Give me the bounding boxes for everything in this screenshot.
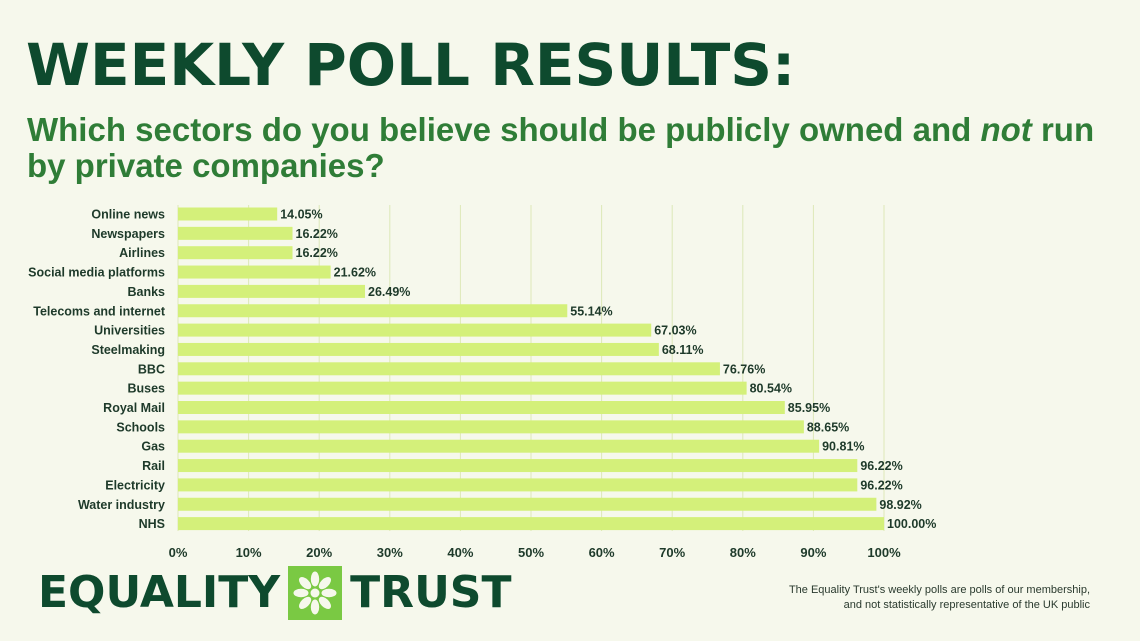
category-labels: Online news Newspapers Airlines Social medi… [28,208,166,532]
value-label: 85.95% [788,401,830,415]
x-tick-label: 0% [169,545,188,560]
bar [178,381,747,395]
category-label: Newspapers [91,227,165,241]
bar [178,497,877,511]
value-label: 16.22% [296,227,338,241]
category-label: Schools [116,420,165,434]
logo-petal [293,588,309,598]
value-labels: 14.05% 16.22% 16.22% 21.62% 26.49% 55.14% 67.0… [280,208,936,532]
equality-trust-logo: EQUALITY TRUST [38,565,512,621]
logo-petal [310,599,320,615]
x-tick-label: 60% [589,545,615,560]
category-label: Universities [94,324,165,338]
value-label: 16.22% [296,246,338,260]
bar [178,226,293,240]
x-tick-label: 70% [659,545,685,560]
category-label: Telecoms and internet [33,304,166,318]
category-label: Banks [127,285,165,299]
page-subtitle: Which sectors do you believe should be p… [27,112,1117,184]
category-label: Airlines [119,246,165,260]
bar [178,459,858,473]
page-title: WEEKLY POLL RESULTS: [26,31,796,99]
logo-petal [310,571,320,587]
bar [178,478,858,492]
asterisk-flower-icon [288,566,343,620]
category-label: Gas [141,440,165,454]
x-tick-label: 20% [306,545,332,560]
value-label: 98.92% [879,498,921,512]
category-label: Online news [91,208,165,222]
value-label: 26.49% [368,285,410,299]
x-axis-tick-labels: 0% 10% 20% 30% 40% 50% 60% 70% 80% 90% 100% [169,545,901,560]
x-tick-label: 90% [800,545,826,560]
category-label: Rail [142,459,165,473]
logo-petal [318,577,332,590]
category-label: Electricity [105,478,165,492]
value-label: 96.22% [860,478,902,492]
x-tick-label: 10% [236,545,262,560]
bar [178,342,659,356]
subtitle-emphasis: not [980,111,1032,148]
bar [178,517,884,531]
bar [178,265,331,279]
value-label: 100.00% [887,517,936,531]
bar [178,207,278,221]
x-tick-label: 30% [377,545,403,560]
value-label: 90.81% [822,440,864,454]
footnote-line-2: and not statistically representative of … [843,599,1090,611]
bar [178,323,652,337]
x-tick-label: 80% [730,545,756,560]
value-label: 21.62% [334,266,376,280]
bar [178,362,720,376]
value-label: 14.05% [280,208,322,222]
logo-word-trust: TRUST [350,567,512,618]
subtitle-text-before: Which sectors do you believe should be p… [27,111,981,148]
bar [178,439,820,453]
category-label: Buses [127,382,165,396]
category-label: Water industry [78,498,165,512]
subtitle-text-after: run by private companies? [27,111,1095,184]
footnote: The Equality Trust's weekly polls are po… [730,583,1090,613]
bar [178,304,568,318]
value-label: 76.76% [723,362,765,376]
category-label: Steelmaking [91,343,165,357]
value-label: 88.65% [807,420,849,434]
logo-petal [299,577,312,590]
footnote-line-1: The Equality Trust's weekly polls are po… [788,584,1090,596]
category-label: Royal Mail [103,401,165,415]
value-label: 55.14% [570,304,612,318]
value-label: 96.22% [860,459,902,473]
logo-word-equality: EQUALITY [38,567,281,618]
category-label: Social media platforms [28,266,165,280]
value-label: 68.11% [662,343,704,357]
value-label: 80.54% [750,382,792,396]
bar [178,401,785,414]
value-label: 67.03% [654,324,696,338]
bar [178,284,366,298]
logo-petal [299,596,312,609]
x-tick-label: 40% [447,545,473,560]
bar [178,420,804,434]
logo-petal [318,596,332,609]
category-label: NHS [139,517,165,531]
x-tick-label: 50% [518,545,544,560]
bars [178,207,884,531]
logo-petal [321,588,337,598]
x-tick-label: 100% [867,545,901,560]
logo-petal-center [310,588,320,598]
category-label: BBC [138,362,165,376]
bar [178,246,293,260]
